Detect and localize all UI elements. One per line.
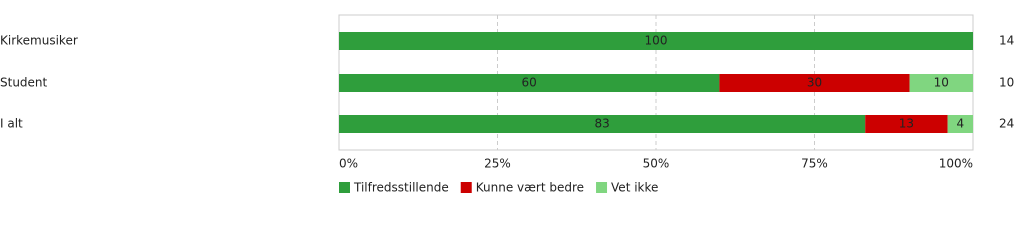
bar-segment	[719, 74, 910, 92]
legend-label: Vet ikke	[611, 181, 658, 195]
count-label: 14	[999, 34, 1014, 48]
bar-segment	[339, 74, 720, 92]
x-tick-label: 25%	[484, 157, 511, 171]
legend-swatch	[596, 182, 608, 193]
data-label: 100	[645, 34, 668, 48]
bar-segment	[909, 74, 973, 92]
data-label: 83	[594, 117, 609, 131]
x-tick-label: 75%	[801, 157, 828, 171]
count-label: 10	[999, 76, 1014, 90]
bar-segment	[865, 115, 948, 133]
bar-segment	[947, 115, 973, 133]
x-tick-label: 100%	[939, 157, 973, 171]
data-label: 4	[956, 117, 964, 131]
x-tick-label: 0%	[339, 157, 358, 171]
data-label: 30	[807, 76, 822, 90]
chart: 0% 25% 50% 75% 100% Kirkemusiker 14 100 Student 1…	[0, 14, 1014, 195]
category-label: Student	[0, 76, 48, 90]
data-label: 10	[934, 76, 949, 90]
count-label: 24	[999, 117, 1014, 131]
category-label: I alt	[0, 117, 23, 131]
bar-segment	[339, 32, 973, 50]
data-label: 60	[522, 76, 537, 90]
x-tick-label: 50%	[643, 157, 670, 171]
legend-label: Kunne vært bedre	[476, 181, 584, 195]
legend-label: Tilfredsstillende	[353, 181, 449, 195]
bar-segment	[339, 115, 866, 133]
category-label: Kirkemusiker	[0, 34, 78, 48]
legend-swatch	[339, 182, 350, 193]
legend-swatch	[460, 182, 472, 193]
data-label: 13	[899, 117, 914, 131]
